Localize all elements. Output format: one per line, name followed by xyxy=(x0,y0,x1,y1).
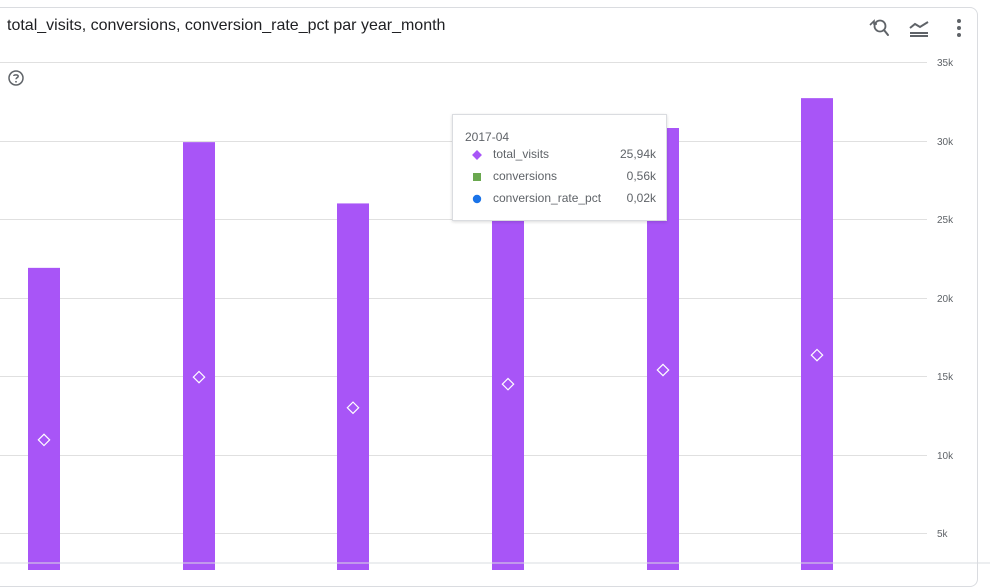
legend-toggle-icon[interactable] xyxy=(907,16,931,40)
chart-title: total_visits, conversions, conversion_ra… xyxy=(7,17,446,34)
tooltip-series-value: 0,56k xyxy=(626,169,656,183)
bar-total-visits[interactable] xyxy=(801,98,833,570)
y-tick-label: 10k xyxy=(937,451,954,462)
bar-chart: 5k 10k 15k 20k 25k 30k 35k xyxy=(0,58,990,570)
square-marker-icon xyxy=(473,173,481,181)
tooltip-header: 2017-04 xyxy=(465,130,510,144)
point-marker-total-visits[interactable] xyxy=(501,377,515,391)
point-marker-total-visits[interactable] xyxy=(192,370,206,384)
diamond-marker-icon xyxy=(472,150,482,160)
bar-total-visits[interactable] xyxy=(337,203,369,570)
tooltip-row-conversion-rate-pct: conversion_rate_pct 0,02k xyxy=(453,191,668,207)
tooltip-series-name: conversions xyxy=(493,169,558,183)
chart-tooltip: 2017-04 total_visits 25,94k conversions … xyxy=(452,114,667,221)
tooltip-series-name: conversion_rate_pct xyxy=(493,191,602,205)
tooltip-series-value: 25,94k xyxy=(619,147,656,161)
y-tick-label: 25k xyxy=(937,215,954,226)
bar-total-visits[interactable] xyxy=(28,267,60,570)
y-tick-label: 35k xyxy=(937,58,954,69)
point-marker-total-visits[interactable] xyxy=(810,348,824,362)
point-marker-total-visits[interactable] xyxy=(37,433,51,447)
more-vert-icon[interactable] xyxy=(947,16,971,40)
point-marker-total-visits[interactable] xyxy=(656,363,670,377)
y-tick-label: 5k xyxy=(937,529,949,540)
y-tick-label: 15k xyxy=(937,372,954,383)
zoom-reset-icon[interactable] xyxy=(867,16,891,40)
help-icon[interactable] xyxy=(7,69,25,87)
y-tick-label: 30k xyxy=(937,137,954,148)
bar-total-visits[interactable] xyxy=(183,142,215,570)
tooltip-row-conversions: conversions 0,56k xyxy=(453,169,668,185)
tooltip-series-name: total_visits xyxy=(493,147,550,161)
tooltip-row-total-visits: total_visits 25,94k xyxy=(453,147,668,163)
y-tick-label: 20k xyxy=(937,294,954,305)
tooltip-series-value: 0,02k xyxy=(626,191,656,205)
point-marker-total-visits[interactable] xyxy=(346,401,360,415)
circle-marker-icon xyxy=(472,194,482,204)
